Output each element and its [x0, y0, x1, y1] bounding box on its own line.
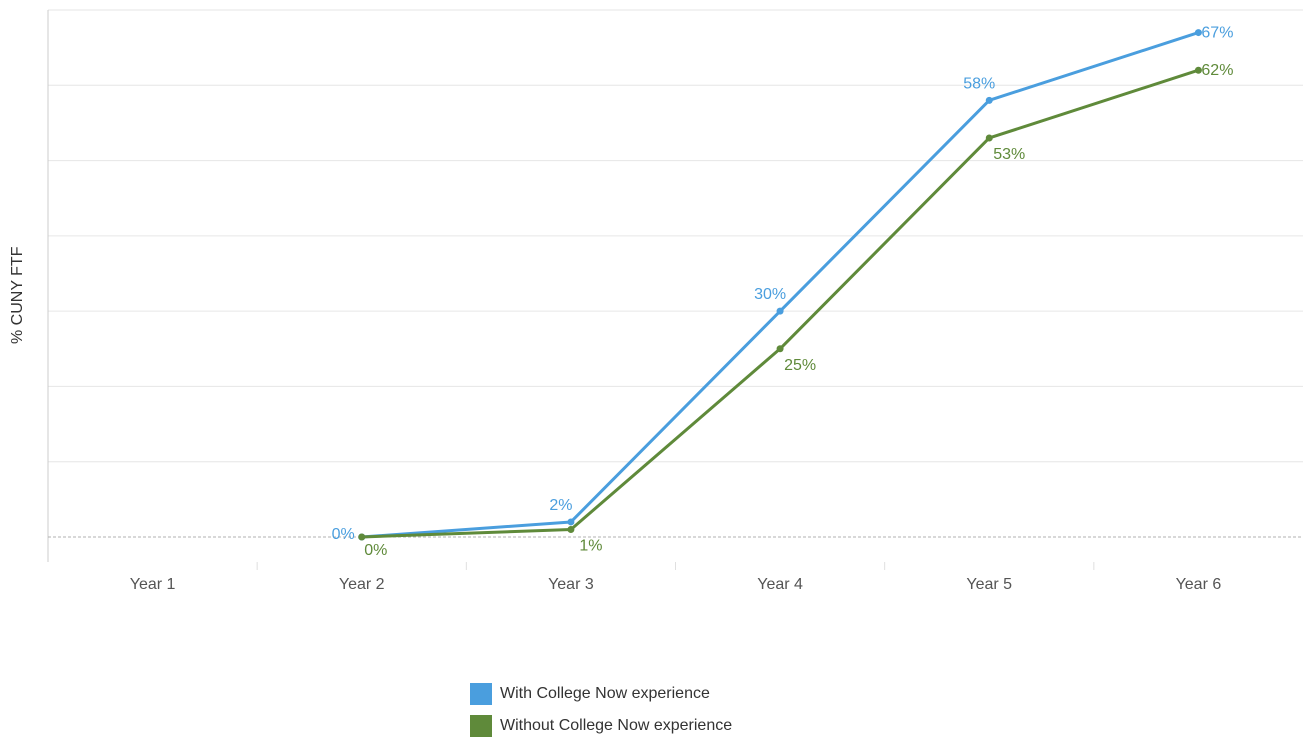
data-label: 62% [1201, 62, 1233, 79]
legend-swatch [470, 683, 492, 705]
x-tick-label: Year 3 [548, 576, 594, 593]
data-point [1194, 66, 1202, 74]
x-tick-label: Year 4 [757, 576, 803, 593]
data-label: 67% [1201, 25, 1233, 42]
gridlines [48, 9, 1303, 463]
data-label: 2% [549, 497, 572, 514]
data-label: 25% [784, 357, 816, 374]
axes [47, 10, 1303, 570]
data-point [985, 96, 993, 104]
data-point [567, 518, 575, 526]
x-tick-label: Year 2 [339, 576, 385, 593]
data-point [776, 307, 784, 315]
data-label: 30% [754, 286, 786, 303]
legend-label: With College Now experience [500, 685, 710, 702]
legend-label: Without College Now experience [500, 717, 733, 734]
legend: With College Now experience Without Coll… [470, 683, 733, 748]
data-label: 0% [332, 526, 355, 543]
data-point [358, 533, 366, 541]
y-axis-label: % CUNY FTF [9, 246, 26, 344]
data-point [776, 345, 784, 353]
legend-item-with[interactable]: With College Now experience [470, 683, 732, 705]
data-point [1194, 29, 1202, 37]
x-tick-label: Year 5 [966, 576, 1012, 593]
data-label: 58% [963, 75, 995, 92]
y-axis-label-wrap: % CUNY FTF [6, 247, 26, 344]
series-line [361, 68, 1199, 539]
series-lines [358, 29, 1202, 541]
data-labels: 0% 2% 30% 58% 67% 0% 1% 25% 53% 62% [332, 25, 1234, 559]
legend-swatch [470, 715, 492, 737]
data-label: 0% [364, 542, 387, 559]
x-tick-label: Year 6 [1176, 576, 1222, 593]
legend-item-without[interactable]: Without College Now experience [470, 715, 733, 737]
data-label: 53% [993, 146, 1025, 163]
data-point [567, 525, 575, 533]
data-point [985, 134, 993, 142]
x-tick-label: Year 1 [130, 576, 176, 593]
data-label: 1% [579, 537, 602, 554]
x-tick-labels: Year 1 Year 2 Year 3 Year 4 Year 5 Year 6 [130, 576, 1222, 593]
